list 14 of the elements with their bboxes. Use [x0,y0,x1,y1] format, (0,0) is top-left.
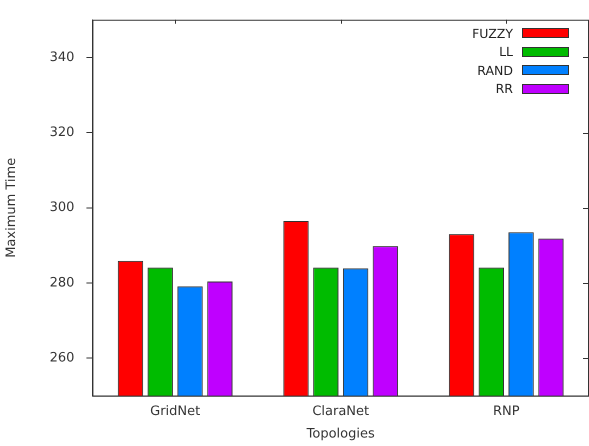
y-tick-label: 260 [50,350,74,366]
y-tick-label: 300 [50,200,74,216]
legend-label: LL [499,44,513,60]
x-axis-title: Topologies [306,426,375,442]
x-tick-label: GridNet [150,404,200,419]
x-tick-label: RNP [492,404,520,419]
legend-label: RAND [477,62,513,78]
legend-label: RR [496,81,513,96]
y-axis-title: Maximum Time [4,158,20,258]
x-tick-label: ClaraNet [312,404,370,419]
legend-label: FUZZY [472,26,513,41]
y-tick-label: 280 [50,275,74,290]
y-tick-label: 340 [50,50,74,65]
y-tick-label: 320 [50,124,74,140]
